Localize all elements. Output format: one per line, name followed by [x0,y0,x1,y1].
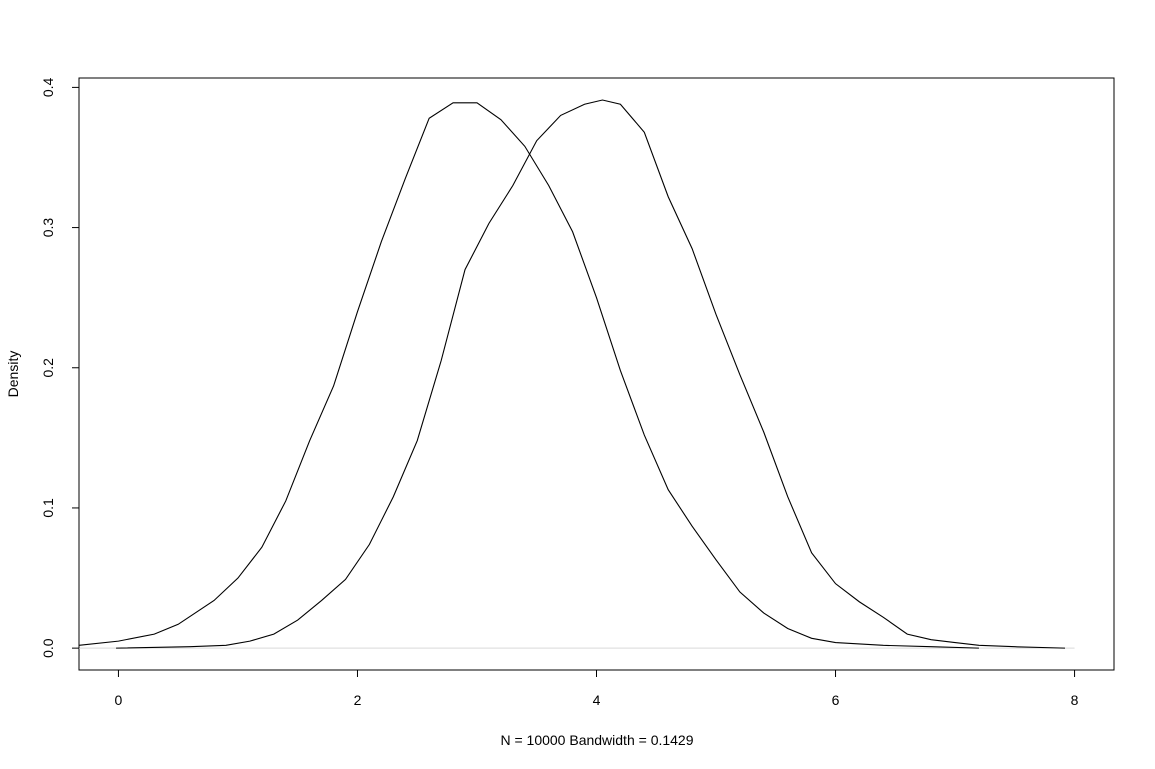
x-tick-label: 8 [1071,692,1079,708]
y-axis-title: Density [5,351,21,398]
x-axis-title: N = 10000 Bandwidth = 0.1429 [500,732,693,748]
y-tick-label: 0.4 [40,77,56,97]
y-tick-label: 0.3 [40,218,56,238]
density-curve-2 [116,99,1066,649]
x-tick-label: 2 [354,692,362,708]
y-tick-label: 0.0 [40,638,56,658]
x-axis: 0 2 4 6 8 [115,669,1079,708]
y-tick-label: 0.1 [40,498,56,518]
series-layer [78,99,1066,649]
x-tick-label: 6 [832,692,840,708]
x-tick-label: 4 [593,692,601,708]
y-axis: 0.0 0.1 0.2 0.3 0.4 [40,77,80,658]
x-tick-label: 0 [115,692,123,708]
y-tick-label: 0.2 [40,358,56,378]
density-curve-1 [78,102,979,649]
